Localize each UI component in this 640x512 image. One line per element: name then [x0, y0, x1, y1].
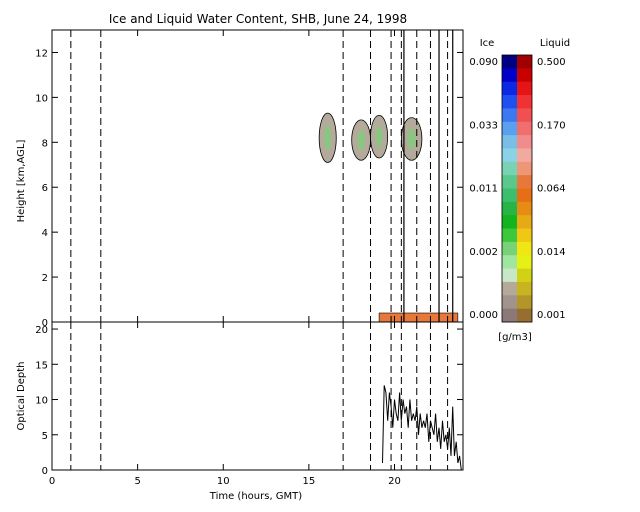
colorbar-ice-swatch: [502, 148, 517, 163]
bottom-y-tick-label: 5: [42, 431, 48, 442]
colorbar-liquid-tick: 0.170: [537, 120, 566, 131]
colorbar-ice-swatch: [502, 55, 517, 69]
x-tick-label: 10: [217, 476, 230, 487]
top-y-tick-label: 10: [35, 93, 48, 104]
colorbar-liquid-swatch: [517, 135, 532, 149]
x-tick-label: 5: [134, 476, 140, 487]
colorbar-ice-swatch: [502, 308, 517, 323]
colorbar-ice-swatch: [502, 95, 517, 109]
colorbar-ice-swatch: [502, 241, 517, 256]
colorbar-ice-swatch: [502, 108, 517, 123]
colorbar-ice-swatch: [502, 175, 517, 189]
colorbar-liquid-swatch: [517, 161, 532, 176]
chart-title: Ice and Liquid Water Content, SHB, June …: [109, 12, 407, 26]
colorbar-ice-tick: 0.000: [469, 310, 498, 321]
colorbar-liquid-swatch: [517, 201, 532, 216]
bottom-y-tick-label: 10: [35, 396, 48, 407]
colorbar-liquid-swatch: [517, 148, 532, 163]
colorbar-liquid-swatch: [517, 215, 532, 230]
top-y-tick-label: 0: [42, 318, 48, 329]
colorbar-liquid-swatch: [517, 228, 532, 243]
colorbar-ice-swatch: [502, 161, 517, 176]
colorbar-liquid-tick: 0.500: [537, 57, 566, 68]
colorbar-liquid-tick: 0.001: [537, 310, 566, 321]
colorbar-liquid-swatch: [517, 108, 532, 123]
x-axis-label: Time (hours, GMT): [209, 491, 303, 502]
colorbar-liquid-swatch: [517, 241, 532, 256]
top-y-tick-label: 6: [42, 183, 48, 194]
colorbar-ice-swatch: [502, 215, 517, 230]
ice-cloud-core: [357, 129, 365, 151]
colorbar-ice-tick: 0.090: [469, 57, 498, 68]
colorbar-liquid-swatch: [517, 308, 532, 323]
ice-cloud-core: [375, 126, 383, 148]
colorbar-liquid-swatch: [517, 295, 532, 310]
optical-depth-series: [382, 385, 462, 471]
bottom-y-tick-label: 0: [42, 466, 48, 477]
top-y-axis-label: Height [km,AGL]: [16, 140, 27, 223]
bottom-y-tick-label: 20: [35, 325, 48, 336]
colorbar-ice-tick: 0.033: [469, 120, 498, 131]
colorbar-ice-swatch: [502, 68, 517, 83]
colorbar-ice-label: Ice: [480, 38, 495, 49]
top-y-tick-label: 12: [35, 48, 48, 59]
colorbar-liquid-swatch: [517, 95, 532, 109]
colorbar-liquid-swatch: [517, 121, 532, 136]
colorbar-ice-swatch: [502, 268, 517, 283]
bottom-y-axis-label: Optical Depth: [16, 362, 27, 431]
colorbar-ice-tick: 0.002: [469, 247, 498, 258]
colorbar-ice-swatch: [502, 121, 517, 136]
colorbar-ice-swatch: [502, 135, 517, 149]
top-y-tick-label: 8: [42, 138, 48, 149]
colorbar-ice-swatch: [502, 201, 517, 216]
x-tick-label: 15: [303, 476, 316, 487]
colorbar-ice-swatch: [502, 281, 517, 296]
colorbar-ice-swatch: [502, 255, 517, 270]
colorbar-units: [g/m3]: [498, 332, 532, 343]
colorbar-liquid-swatch: [517, 188, 532, 203]
colorbar-liquid-swatch: [517, 281, 532, 296]
ice-cloud-core: [324, 125, 332, 151]
colorbar-frame: [501, 54, 533, 323]
colorbar-liquid-tick: 0.014: [537, 247, 566, 258]
bottom-y-tick-label: 15: [35, 360, 48, 371]
colorbar: Ice Liquid [g/m3] 0.090 0.033 0.011 0.002 0.…: [469, 38, 570, 343]
ice-cloud-core: [407, 128, 416, 150]
colorbar-ice-swatch: [502, 188, 517, 203]
colorbar-liquid-swatch: [517, 68, 532, 83]
water-content-panel: 0 2 4 6 8 10 12: [35, 29, 464, 329]
colorbar-ice-swatch: [502, 228, 517, 243]
colorbar-ice-tick: 0.011: [469, 184, 498, 195]
colorbar-liquid-swatch: [517, 81, 532, 96]
bottom-plot-frame: [51, 321, 464, 471]
top-y-tick-label: 4: [42, 228, 48, 239]
x-tick-label: 20: [388, 476, 401, 487]
colorbar-liquid-tick: 0.064: [537, 184, 566, 195]
top-y-tick-label: 2: [42, 273, 48, 284]
colorbar-liquid-label: Liquid: [540, 38, 570, 49]
colorbar-liquid-swatch: [517, 268, 532, 283]
colorbar-liquid-swatch: [517, 55, 532, 69]
colorbar-liquid-swatch: [517, 175, 532, 189]
colorbar-ice-swatch: [502, 81, 517, 96]
colorbar-ice-swatch: [502, 295, 517, 310]
x-tick-label: 0: [49, 476, 55, 487]
colorbar-liquid-swatch: [517, 255, 532, 270]
